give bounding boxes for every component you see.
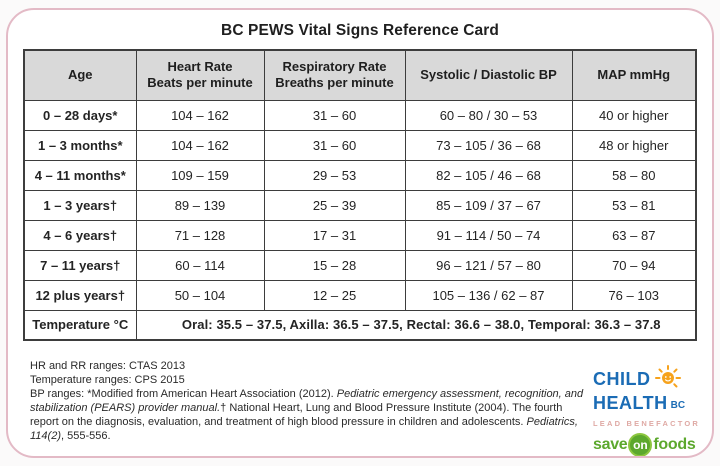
temp-axilla-label: Axilla:: [289, 317, 330, 333]
sof-save: save: [593, 436, 628, 453]
vitals-table: Age Heart Rate Beats per minute Respirat…: [23, 49, 697, 341]
heart-rate-cell: 104 – 162: [135, 99, 265, 131]
temp-oral-label: Oral:: [181, 317, 213, 333]
temp-rectal-value: 36.6 – 38.0,: [454, 317, 525, 333]
reference-card: BC PEWS Vital Signs Reference Card Age H…: [6, 8, 714, 458]
column-header-bp: Systolic / Diastolic BP: [404, 49, 573, 101]
bp-cell: 60 – 80 / 30 – 53: [404, 99, 573, 131]
table-row: 0 – 28 days* 104 – 162 31 – 60 60 – 80 /…: [23, 99, 697, 131]
heart-rate-cell: 71 – 128: [135, 219, 265, 251]
map-cell: 53 – 81: [571, 189, 697, 221]
header-row: Age Heart Rate Beats per minute Respirat…: [23, 49, 697, 101]
table-row: 1 – 3 years† 89 – 139 25 – 39 85 – 109 /…: [23, 189, 697, 221]
column-header-respiratory-rate: Respiratory Rate Breaths per minute: [263, 49, 406, 101]
table-row: 12 plus years† 50 – 104 12 – 25 105 – 13…: [23, 279, 697, 311]
table-row: 4 – 6 years† 71 – 128 17 – 31 91 – 114 /…: [23, 219, 697, 251]
respiratory-rate-cell: 17 – 31: [263, 219, 406, 251]
heart-rate-cell: 89 – 139: [135, 189, 265, 221]
respiratory-rate-cell: 31 – 60: [263, 129, 406, 161]
age-cell: 12 plus years†: [23, 279, 137, 311]
page-title: BC PEWS Vital Signs Reference Card: [221, 22, 499, 39]
map-cell: 40 or higher: [571, 99, 697, 131]
column-header-heart-rate: Heart Rate Beats per minute: [135, 49, 265, 101]
respiratory-rate-cell: 31 – 60: [263, 99, 406, 131]
map-cell: 76 – 103: [571, 279, 697, 311]
child-health-bc-suffix: BC: [670, 400, 686, 411]
heart-rate-cell: 109 – 159: [135, 159, 265, 191]
age-cell: 4 – 11 months*: [23, 159, 137, 191]
map-cell: 63 – 87: [571, 219, 697, 251]
bp-cell: 91 – 114 / 50 – 74: [404, 219, 573, 251]
sun-icon: [654, 365, 681, 394]
bp-cell: 85 – 109 / 37 – 67: [404, 189, 573, 221]
bp-cell: 73 – 105 / 36 – 68: [404, 129, 573, 161]
footnote-temperature: Temperature ranges: CPS 2015: [30, 374, 185, 386]
child-health-bc-logo: CHILD: [593, 365, 705, 394]
footnote-bp: BP ranges: *Modified from American Heart…: [30, 388, 584, 442]
footnotes: HR and RR ranges: CTAS 2013 Temperature …: [30, 359, 590, 443]
table-row: 1 – 3 months* 104 – 162 31 – 60 73 – 105…: [23, 129, 697, 161]
map-cell: 58 – 80: [571, 159, 697, 191]
age-cell: 1 – 3 months*: [23, 129, 137, 161]
lead-benefactor-label: LEAD BENEFACTOR: [593, 419, 701, 428]
temp-rectal-label: Rectal:: [406, 317, 451, 333]
save-on-foods-logo: save on foods: [593, 433, 705, 456]
age-cell: 1 – 3 years†: [23, 189, 137, 221]
temp-temporal-label: Temporal:: [527, 317, 591, 333]
respiratory-rate-cell: 15 – 28: [263, 249, 406, 281]
age-cell: 0 – 28 days*: [23, 99, 137, 131]
respiratory-rate-cell: 29 – 53: [263, 159, 406, 191]
bp-cell: 96 – 121 / 57 – 80: [404, 249, 573, 281]
map-cell: 70 – 94: [571, 249, 697, 281]
child-health-word2: HEALTH: [593, 393, 668, 413]
temperature-values: Oral: 35.5 – 37.5, Axilla: 36.5 – 37.5, …: [135, 309, 697, 341]
table-row: 4 – 11 months* 109 – 159 29 – 53 82 – 10…: [23, 159, 697, 191]
sof-foods: foods: [653, 436, 696, 453]
heart-rate-cell: 50 – 104: [135, 279, 265, 311]
respiratory-rate-cell: 12 – 25: [263, 279, 406, 311]
column-header-map: MAP mmHg: [571, 49, 697, 101]
age-cell: 4 – 6 years†: [23, 219, 137, 251]
respiratory-rate-cell: 25 – 39: [263, 189, 406, 221]
bp-cell: 82 – 105 / 46 – 68: [404, 159, 573, 191]
temperature-row: Temperature °C Oral: 35.5 – 37.5, Axilla…: [23, 309, 697, 341]
sponsor-logos: CHILD HE: [593, 365, 705, 456]
temp-temporal-value: 36.3 – 37.8: [594, 317, 661, 333]
child-health-bc-line2: HEALTH BC: [593, 394, 705, 413]
temp-oral-value: 35.5 – 37.5,: [216, 317, 287, 333]
temp-axilla-value: 36.5 – 37.5,: [332, 317, 403, 333]
bp-cell: 105 – 136 / 62 – 87: [404, 279, 573, 311]
column-header-age: Age: [23, 49, 137, 101]
heart-rate-cell: 60 – 114: [135, 249, 265, 281]
age-cell: 7 – 11 years†: [23, 249, 137, 281]
footnote-hr-rr: HR and RR ranges: CTAS 2013: [30, 360, 186, 372]
map-cell: 48 or higher: [571, 129, 697, 161]
sof-on-badge: on: [628, 433, 653, 456]
heart-rate-cell: 104 – 162: [135, 129, 265, 161]
child-health-word1: CHILD: [593, 369, 651, 389]
temperature-label: Temperature °C: [23, 309, 137, 341]
table-row: 7 – 11 years† 60 – 114 15 – 28 96 – 121 …: [23, 249, 697, 281]
